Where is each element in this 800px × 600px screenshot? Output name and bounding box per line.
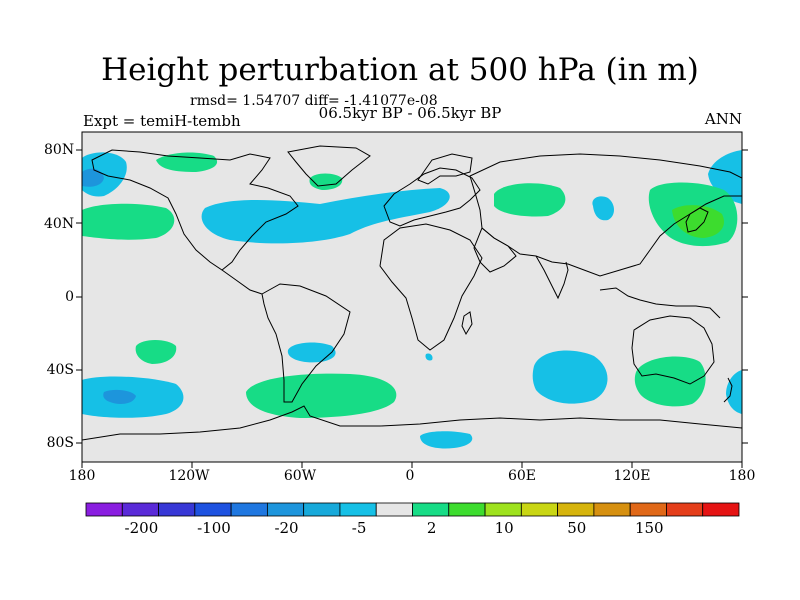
lon-label-60e: 60E (507, 468, 537, 484)
colorbar-swatch (85, 502, 123, 517)
colorbar-label: -5 (351, 519, 367, 537)
colorbar-swatch (448, 502, 486, 517)
anomaly-blob-pos-south-pacific-east (135, 340, 177, 364)
colorbar-swatch (593, 502, 631, 517)
coast-central-america (221, 269, 263, 295)
colorbar-label: 50 (567, 519, 587, 537)
anomaly-blob-pos-north-pacific-core (672, 205, 724, 238)
lat-label-80n: 80N (44, 142, 75, 158)
colorbar-label: 10 (494, 519, 514, 537)
lat-ticks (76, 149, 748, 444)
colorbar-swatch (484, 502, 522, 517)
anomaly-blob-neg-alaska-core (82, 168, 104, 187)
stats-line: rmsd= 1.54707 diff= -1.41077e-08 (190, 93, 438, 109)
colorbar-swatch (666, 502, 704, 517)
coast-scandinavia (417, 153, 473, 185)
colorbar-swatch (194, 502, 232, 517)
colorbar-label: -20 (274, 519, 299, 537)
colorbar-swatch (629, 502, 667, 517)
lon-label-120w: 120W (168, 468, 210, 484)
lon-label-0: 0 (405, 468, 415, 484)
colorbar-swatch (412, 502, 450, 517)
coast-new-zealand (723, 377, 733, 403)
anomaly-blob-neg-antarctic (420, 431, 473, 449)
lat-label-0: 0 (65, 289, 74, 305)
colorbar-swatch (266, 502, 305, 517)
coastlines (82, 145, 742, 441)
colorbar-swatch (702, 502, 740, 517)
coast-japan (685, 207, 709, 233)
colorbar-swatch (375, 502, 413, 517)
colorbar-swatch (339, 502, 377, 517)
season-label: ANN (704, 110, 742, 128)
colorbar-swatch (520, 502, 559, 517)
lon-label-180w: 180 (68, 468, 96, 484)
coast-greenland (287, 145, 371, 187)
coast-africa (379, 223, 483, 351)
experiment-label: Expt = temiH-tembh (83, 112, 241, 130)
colorbar-swatch (158, 502, 196, 517)
coast-south-america (261, 283, 351, 403)
colorbar (85, 502, 740, 517)
lat-label-40s: 40S (46, 362, 74, 378)
coast-arabia (473, 227, 517, 273)
anomaly-blob-pos-north-pacific-east (82, 203, 175, 240)
coast-madagascar (461, 311, 473, 336)
colorbar-swatch (557, 502, 595, 517)
lon-ticks (81, 462, 743, 468)
lon-label-180e: 180 (728, 468, 756, 484)
colorbar-label: 150 (634, 519, 664, 537)
lat-label-80s: 80S (46, 435, 74, 451)
coast-antarctica (82, 405, 742, 441)
coast-europe (383, 167, 481, 227)
colorbar-swatch (303, 502, 341, 517)
lon-label-60w: 60W (283, 468, 317, 484)
anomaly-blob-neg-argentina (287, 342, 336, 363)
anomaly-blob-pos-central-asia (494, 183, 566, 217)
coast-australia (631, 315, 715, 385)
map-background (82, 132, 742, 462)
coast-north-america (91, 149, 299, 271)
period-label: 06.5kyr BP - 06.5kyr BP (318, 104, 502, 122)
coast-india (535, 255, 569, 300)
map-title: Height perturbation at 500 hPa (in m) (101, 52, 699, 88)
anomaly-blob-neg-siberia (592, 196, 614, 221)
anomaly-blob-pos-canada (156, 152, 218, 172)
anomaly-blob-pos-australia-south (634, 356, 706, 407)
colorbar-label: -100 (197, 519, 231, 537)
anomaly-blob-neg-south-pacific-core (103, 389, 136, 404)
coast-maritime-se-asia (599, 287, 721, 319)
lat-label-40n: 40N (44, 216, 75, 232)
anomaly-blob-neg-south-indian (532, 350, 608, 404)
colorbar-label: 2 (426, 519, 437, 537)
anomaly-blob-neg-madagascar (425, 353, 433, 361)
colorbar-swatch (121, 502, 159, 517)
colorbar-label: -200 (124, 519, 159, 537)
lon-label-120e: 120E (613, 468, 651, 484)
colorbar-swatch (230, 502, 268, 517)
